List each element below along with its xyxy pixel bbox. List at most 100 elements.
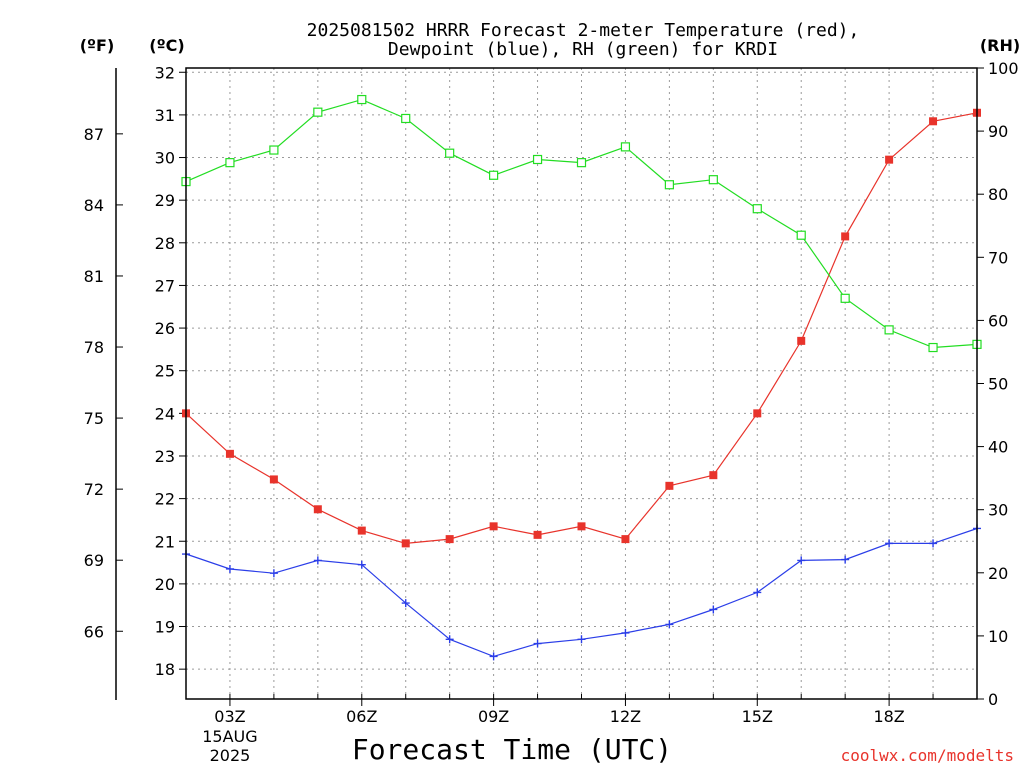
- dewpoint-point: [753, 588, 762, 597]
- rh-tick-label: 60: [988, 311, 1008, 330]
- rh-tick-label: 20: [988, 564, 1008, 583]
- dewpoint-point: [797, 556, 806, 565]
- rh-point: [884, 325, 894, 335]
- x-tick-label: 12Z: [610, 707, 641, 726]
- plot-frame: [185, 67, 978, 700]
- dewpoint-point: [885, 539, 894, 548]
- celsius-tick-label: 20: [155, 575, 175, 594]
- x-tick-date-label: 15AUG: [202, 727, 257, 746]
- credit-text: coolwx.com/modelts: [841, 746, 1014, 765]
- rh-tick-label: 40: [988, 438, 1008, 457]
- rh-point: [489, 170, 499, 180]
- temperature-point: [621, 535, 630, 544]
- x-tick-label: 06Z: [346, 707, 377, 726]
- x-axis-title: Forecast Time (UTC): [352, 733, 672, 766]
- fahrenheit-tick-label: 66: [84, 622, 104, 641]
- temperature-point: [665, 481, 674, 490]
- rh-point: [928, 342, 938, 353]
- dewpoint-point: [445, 635, 454, 644]
- fahrenheit-tick-label: 69: [84, 551, 104, 570]
- temperature-point: [577, 522, 586, 531]
- rh-tick-label: 30: [988, 501, 1008, 520]
- rh-point: [532, 154, 543, 165]
- celsius-tick-label: 18: [155, 660, 175, 679]
- rh-line: [185, 98, 978, 349]
- celsius-tick-label: 29: [155, 191, 175, 210]
- celsius-tick-label: 24: [155, 404, 175, 423]
- rh-point: [708, 175, 718, 185]
- celsius-tick-label: 27: [155, 276, 175, 295]
- dewpoint-point: [929, 539, 938, 548]
- chart-title-line-1: 2025081502 HRRR Forecast 2-meter Tempera…: [307, 20, 860, 41]
- celsius-tick-label: 21: [155, 532, 175, 551]
- rh-point: [664, 180, 674, 190]
- x-tick-label: 03Z: [214, 707, 245, 726]
- temperature-point: [841, 232, 850, 241]
- rh-point: [225, 158, 235, 168]
- temperature-point: [445, 535, 454, 544]
- rh-tick-label: 10: [988, 627, 1008, 646]
- rh-point: [796, 230, 806, 240]
- rh-point: [576, 158, 587, 168]
- temperature-point: [225, 449, 234, 458]
- fahrenheit-tick-label: 78: [84, 338, 104, 357]
- fahrenheit-tick-label: 72: [84, 480, 104, 499]
- data-series: [181, 94, 982, 661]
- celsius-tick-label: 22: [155, 490, 175, 509]
- celsius-unit-label: (ºC): [149, 36, 184, 55]
- celsius-tick-label: 19: [155, 618, 175, 637]
- rh-point: [269, 145, 279, 155]
- celsius-tick-label: 32: [155, 63, 175, 82]
- celsius-tick-label: 28: [155, 234, 175, 253]
- celsius-tick-label: 23: [155, 447, 175, 466]
- celsius-tick-label: 26: [155, 319, 175, 338]
- temperature-point: [709, 471, 718, 480]
- fahrenheit-tick-label: 84: [84, 196, 104, 215]
- dewpoint-point: [709, 605, 718, 614]
- rh-tick-label: 90: [988, 122, 1008, 141]
- temperature-point: [489, 522, 498, 531]
- rh-point: [313, 107, 323, 117]
- x-tick-date-label: 2025: [210, 746, 251, 765]
- x-tick-label: 15Z: [742, 707, 773, 726]
- rh-point: [752, 204, 762, 214]
- rh-unit-label: (RH): [980, 36, 1020, 55]
- rh-tick-label: 100: [988, 59, 1019, 78]
- dewpoint-point: [401, 599, 410, 608]
- temperature-point: [313, 505, 322, 514]
- rh-point: [357, 94, 367, 105]
- fahrenheit-tick-label: 75: [84, 409, 104, 428]
- rh-point: [620, 142, 631, 152]
- temperature-point: [885, 155, 894, 164]
- dewpoint-point: [357, 560, 366, 569]
- fahrenheit-tick-label: 87: [84, 125, 104, 144]
- fahrenheit-unit-label: (ºF): [80, 36, 115, 55]
- temperature-point: [533, 530, 542, 539]
- temperature-point: [797, 336, 806, 345]
- x-tick-label: 18Z: [873, 707, 904, 726]
- rh-tick-label: 0: [988, 690, 998, 709]
- axes: 18 19 20 21 22 23 24 25 26 27 28 29 30 31 32 66 69 72 75 78…: [84, 59, 1019, 765]
- rh-tick-label: 70: [988, 248, 1008, 267]
- temperature-point: [357, 526, 366, 535]
- rh-point: [401, 113, 411, 124]
- temperature-point: [269, 475, 278, 484]
- celsius-tick-label: 25: [155, 362, 175, 381]
- rh-tick-label: 50: [988, 375, 1008, 394]
- temperature-point: [929, 117, 938, 126]
- temperature-point: [401, 539, 410, 548]
- chart-title-line-2: Dewpoint (blue), RH (green) for KRDI: [388, 39, 778, 60]
- celsius-tick-label: 31: [155, 106, 175, 125]
- x-tick-label: 09Z: [478, 707, 509, 726]
- dewpoint-point: [225, 564, 234, 573]
- fahrenheit-tick-label: 81: [84, 267, 104, 286]
- dewpoint-point: [313, 556, 322, 565]
- rh-tick-label: 80: [988, 185, 1008, 204]
- dewpoint-point: [621, 628, 630, 637]
- dewpoint-point: [533, 639, 542, 648]
- temperature-point: [753, 409, 762, 418]
- dewpoint-point: [269, 569, 278, 578]
- celsius-tick-label: 30: [155, 149, 175, 168]
- dewpoint-point: [665, 620, 674, 629]
